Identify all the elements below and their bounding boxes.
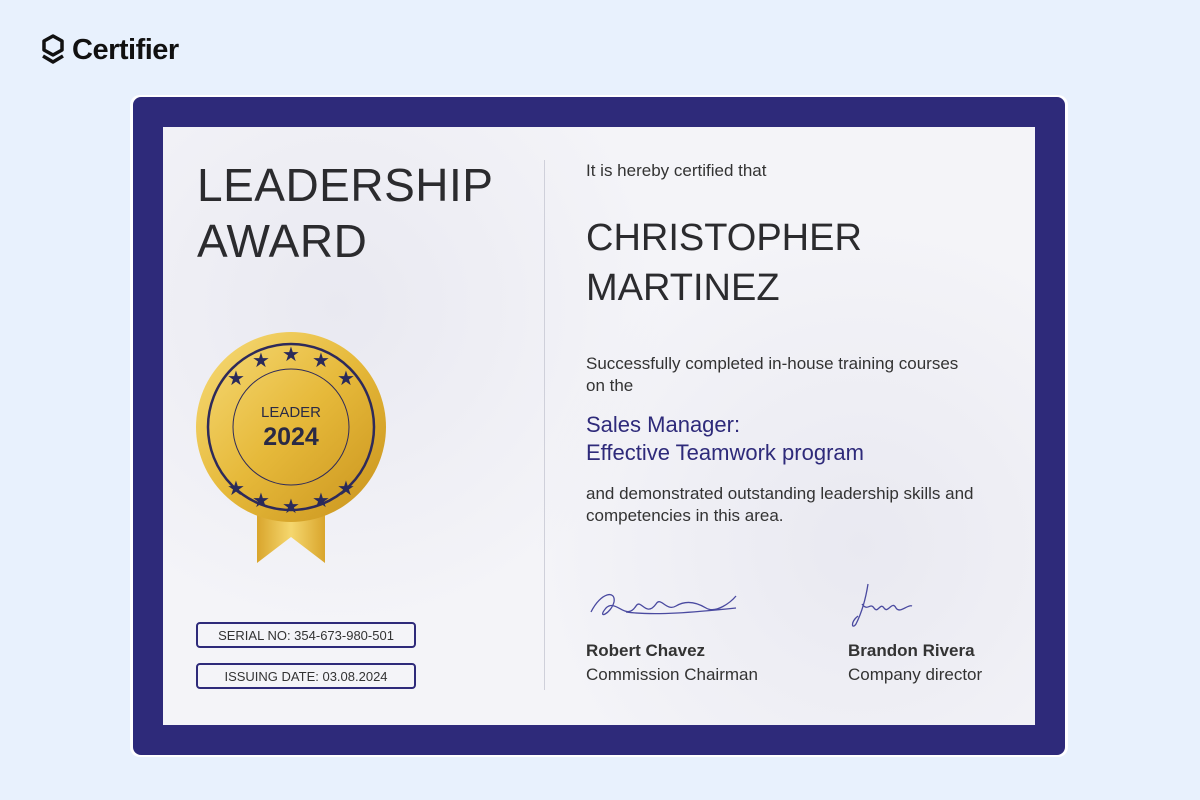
gold-medal-icon: ★ ★ ★ ★ ★ ★ ★ ★ ★ ★ LEADER 2024 <box>196 332 386 563</box>
certificate-title: LEADERSHIP AWARD <box>197 157 493 269</box>
svg-text:★: ★ <box>252 350 270 372</box>
medal-top-text: LEADER <box>261 404 321 421</box>
issuing-date: ISSUING DATE: 03.08.2024 <box>196 663 416 689</box>
signature-icon <box>851 583 913 627</box>
signatory-role: Commission Chairman <box>586 665 758 684</box>
title-line-1: LEADERSHIP <box>197 159 494 211</box>
signatory-role: Company director <box>848 665 983 684</box>
signatory-1: Robert Chavez Commission Chairman <box>586 582 758 685</box>
closing-text: and demonstrated outstanding leadership … <box>586 484 974 525</box>
certificate-frame: LEADERSHIP AWARD ★ ★ ★ ★ ★ ★ ★ ★ ★ ★ LEADER 2024 <box>133 97 1065 755</box>
divider <box>544 160 545 690</box>
svg-text:★: ★ <box>337 478 355 500</box>
serial-number: SERIAL NO: 354-673-980-501 <box>196 622 416 648</box>
title-line-2: AWARD <box>197 215 368 267</box>
certificate-paper: LEADERSHIP AWARD ★ ★ ★ ★ ★ ★ ★ ★ ★ ★ LEADER 2024 <box>163 127 1035 725</box>
certificate-card: LEADERSHIP AWARD ★ ★ ★ ★ ★ ★ ★ ★ ★ ★ LEADER 2024 <box>130 95 1068 757</box>
logo-shield-icon <box>42 34 64 64</box>
brand-name: Certifier <box>72 33 179 66</box>
svg-text:★: ★ <box>227 368 245 390</box>
signatory-name: Brandon Rivera <box>848 641 975 660</box>
course-line-1: Sales Manager: <box>586 412 741 437</box>
course-line-2: Effective Teamwork program <box>586 440 864 465</box>
svg-text:★: ★ <box>312 350 330 372</box>
svg-text:★: ★ <box>227 478 245 500</box>
intro-text: It is hereby certified that <box>586 161 767 180</box>
signatory-name: Robert Chavez <box>586 641 706 660</box>
completion-text: Successfully completed in-house training… <box>586 354 959 395</box>
svg-text:★: ★ <box>282 344 300 366</box>
svg-text:★: ★ <box>282 496 300 518</box>
medal-year: 2024 <box>263 423 319 451</box>
recipient-line-1: CHRISTOPHER <box>586 217 862 259</box>
recipient-line-2: MARTINEZ <box>586 267 780 309</box>
svg-text:★: ★ <box>337 368 355 390</box>
certifier-logo: Certifier <box>40 33 179 67</box>
svg-text:★: ★ <box>312 490 330 512</box>
signature-icon <box>590 593 737 616</box>
signatory-2: Brandon Rivera Company director <box>848 582 1008 685</box>
recipient-name: CHRISTOPHER MARTINEZ <box>586 213 862 313</box>
svg-text:★: ★ <box>252 490 270 512</box>
course-name: Sales Manager: Effective Teamwork progra… <box>586 411 864 467</box>
